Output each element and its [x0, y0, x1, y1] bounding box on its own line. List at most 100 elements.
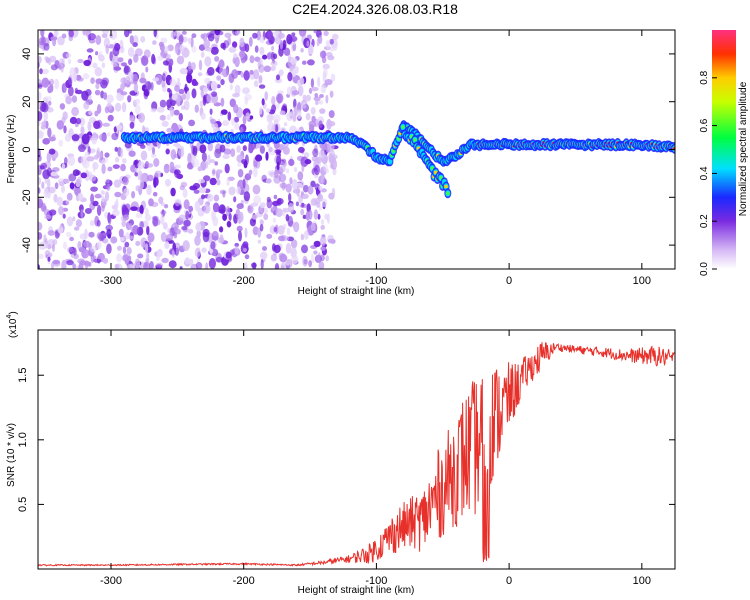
noise-blob: [189, 185, 198, 191]
noise-blob: [144, 213, 151, 222]
noise-blob: [236, 203, 244, 210]
noise-blob: [317, 193, 323, 202]
noise-blob: [65, 95, 72, 105]
noise-blob: [88, 231, 95, 238]
noise-blob: [253, 69, 260, 80]
noise-blob: [173, 30, 182, 37]
noise-blob: [38, 130, 44, 139]
noise-blob: [167, 44, 174, 52]
noise-blob: [265, 178, 272, 184]
noise-blob: [300, 233, 305, 241]
noise-blob: [76, 117, 82, 125]
noise-blob: [102, 257, 109, 264]
noise-blob: [302, 214, 307, 219]
noise-blob: [84, 208, 92, 214]
noise-blob: [320, 173, 325, 184]
noise-blob: [242, 241, 249, 248]
noise-blob: [147, 140, 153, 152]
noise-blob: [38, 187, 41, 194]
noise-blob: [151, 53, 156, 65]
noise-blob: [234, 84, 241, 96]
noise-blob: [80, 126, 85, 135]
noise-blob: [93, 258, 102, 263]
noise-blob: [309, 123, 315, 133]
y-tick-label: 20: [21, 96, 33, 108]
noise-blob: [90, 245, 97, 253]
noise-blob: [40, 162, 48, 170]
noise-blob: [138, 112, 145, 123]
noise-blob: [198, 59, 203, 71]
noise-blob: [133, 53, 139, 63]
noise-blob: [186, 73, 193, 84]
noise-blob: [96, 204, 102, 216]
noise-blob: [291, 90, 300, 96]
noise-blob: [50, 171, 58, 177]
noise-blob: [178, 113, 183, 122]
noise-blob: [320, 224, 326, 230]
noise-blob: [310, 86, 319, 92]
noise-blob: [90, 193, 95, 205]
noise-blob: [305, 94, 311, 102]
noise-blob: [101, 33, 108, 38]
noise-blob: [61, 185, 65, 194]
x-tick-label: -100: [365, 275, 387, 287]
noise-blob: [212, 202, 220, 213]
noise-blob: [170, 99, 176, 107]
noise-blob: [52, 244, 55, 252]
noise-blob: [114, 156, 120, 163]
noise-blob: [192, 145, 198, 156]
noise-blob: [183, 219, 191, 227]
noise-blob: [291, 255, 299, 264]
noise-blob: [313, 157, 320, 166]
noise-blob: [207, 142, 213, 152]
noise-blob: [173, 231, 178, 239]
noise-blob: [64, 133, 72, 142]
noise-blob: [198, 178, 206, 184]
noise-blob: [195, 262, 203, 269]
noise-blob: [127, 47, 135, 57]
noise-blob: [162, 60, 170, 66]
noise-blob: [87, 261, 92, 267]
noise-blob: [134, 258, 141, 269]
noise-blob: [245, 112, 251, 121]
noise-blob: [112, 164, 120, 170]
noise-blob: [41, 68, 49, 75]
noise-blob: [132, 42, 138, 48]
noise-blob: [229, 83, 233, 91]
noise-blob: [310, 78, 314, 88]
noise-blob: [273, 226, 278, 233]
noise-blob: [181, 225, 188, 231]
noise-blob: [278, 46, 284, 57]
noise-blob: [233, 53, 238, 60]
noise-blob: [140, 144, 146, 149]
noise-blob: [131, 191, 136, 199]
noise-blob: [181, 30, 187, 35]
noise-blob: [114, 263, 120, 269]
noise-blob: [96, 104, 102, 114]
noise-blob: [41, 205, 47, 211]
noise-blob: [44, 95, 52, 103]
noise-blob: [318, 261, 325, 269]
noise-blob: [289, 65, 296, 70]
noise-blob: [242, 115, 247, 125]
noise-blob: [210, 80, 218, 91]
noise-blob: [276, 93, 284, 104]
noise-blob: [328, 110, 335, 119]
plot-frame-bottom: [37, 329, 676, 570]
noise-blob: [174, 46, 179, 54]
noise-blob: [257, 239, 262, 244]
noise-blob: [128, 58, 133, 66]
noise-blob: [209, 108, 213, 115]
noise-blob: [228, 46, 237, 53]
noise-blob: [299, 203, 308, 209]
noise-blob: [88, 174, 97, 182]
noise-blob: [66, 192, 73, 201]
noise-blob: [300, 48, 304, 53]
noise-blob: [120, 163, 126, 172]
noise-blob: [38, 100, 41, 109]
noise-blob: [38, 241, 47, 250]
noise-blob: [324, 79, 333, 86]
noise-blob: [98, 233, 105, 242]
noise-blob: [170, 187, 176, 197]
noise-blob: [300, 193, 309, 199]
